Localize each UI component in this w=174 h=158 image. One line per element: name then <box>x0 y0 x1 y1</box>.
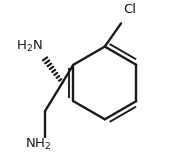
Text: NH$_2$: NH$_2$ <box>25 137 52 152</box>
Text: Cl: Cl <box>123 3 136 16</box>
Text: H$_2$N: H$_2$N <box>16 39 43 54</box>
